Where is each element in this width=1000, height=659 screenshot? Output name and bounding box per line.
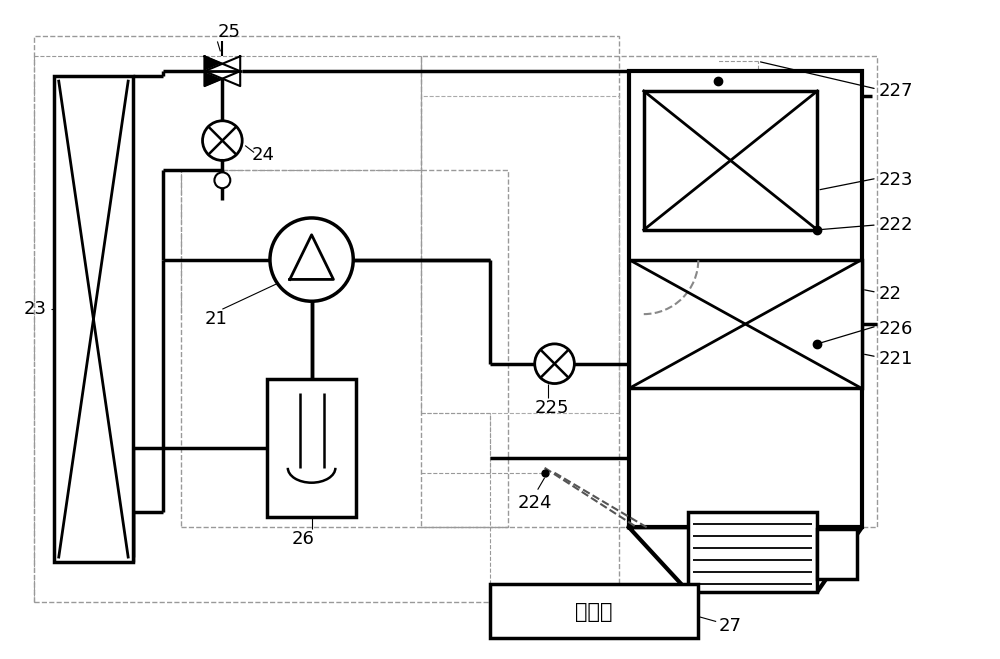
Text: 224: 224 [518, 494, 552, 511]
Text: 222: 222 [879, 216, 913, 234]
Text: 26: 26 [292, 530, 315, 548]
Bar [629, 71, 862, 527]
Bar [817, 529, 857, 579]
Circle shape [535, 344, 574, 384]
Bar [54, 76, 133, 562]
Polygon shape [205, 56, 240, 86]
Text: 223: 223 [879, 171, 913, 189]
Text: 25: 25 [217, 22, 240, 41]
Text: 226: 226 [879, 320, 913, 338]
Circle shape [203, 121, 242, 160]
Bar [688, 513, 817, 592]
Text: 21: 21 [205, 310, 227, 328]
Text: 227: 227 [879, 82, 913, 100]
Circle shape [214, 173, 230, 188]
Bar [490, 584, 698, 639]
Text: 27: 27 [718, 617, 741, 635]
Polygon shape [205, 56, 240, 86]
Text: 24: 24 [252, 146, 275, 165]
Text: 23: 23 [24, 300, 47, 318]
Bar [644, 91, 817, 230]
Bar [181, 171, 508, 527]
Text: 221: 221 [879, 350, 913, 368]
Circle shape [270, 218, 353, 301]
Bar [34, 36, 619, 602]
Text: 225: 225 [535, 399, 569, 417]
Bar [421, 56, 877, 527]
Polygon shape [629, 527, 862, 592]
Text: 22: 22 [879, 285, 902, 303]
Text: 控制器: 控制器 [575, 602, 613, 621]
Bar [267, 378, 356, 517]
Bar [629, 260, 862, 389]
Bar [421, 96, 619, 413]
